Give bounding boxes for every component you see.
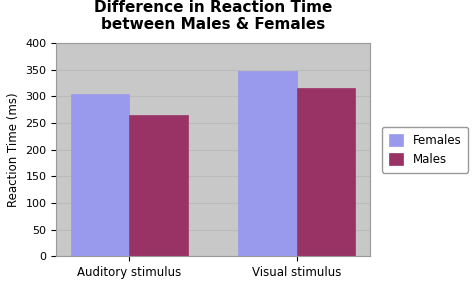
Legend: Females, Males: Females, Males	[382, 126, 468, 173]
Y-axis label: Reaction Time (ms): Reaction Time (ms)	[7, 92, 20, 207]
Title: Difference in Reaction Time
between Males & Females: Difference in Reaction Time between Male…	[94, 0, 332, 32]
Bar	[238, 71, 297, 256]
Bar	[71, 94, 129, 256]
Bar	[297, 88, 356, 256]
Bar	[129, 115, 188, 256]
